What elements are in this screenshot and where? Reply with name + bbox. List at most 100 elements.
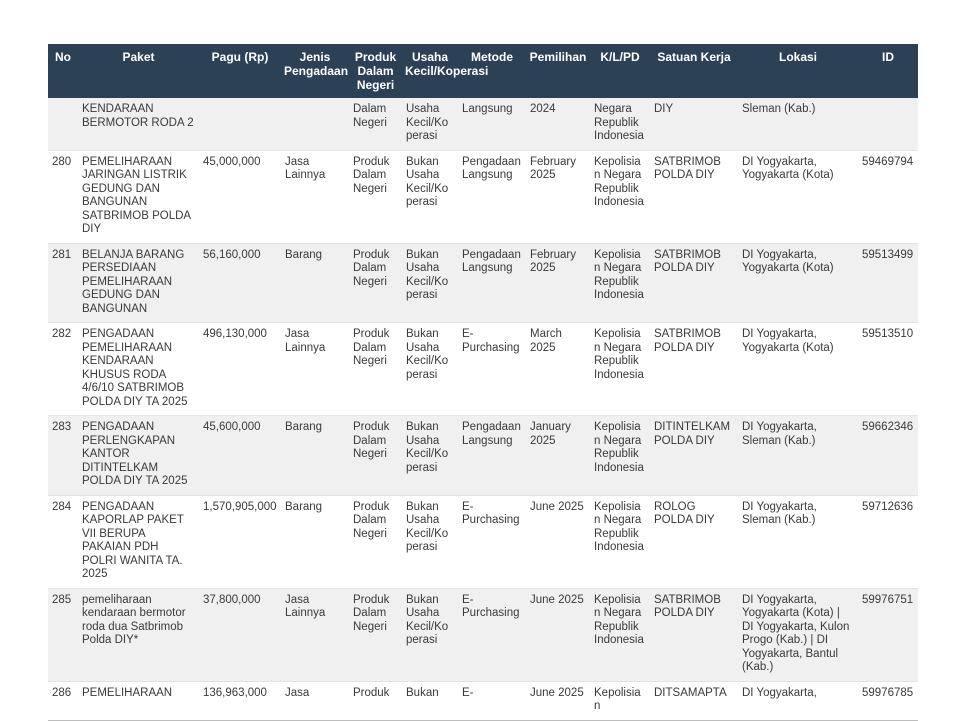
cell-pagu: 136,963,000 [199, 681, 281, 721]
cell-jenis: Jasa [281, 681, 349, 721]
cell-klpd: Kepolisian Negara Republik Indonesia [590, 415, 650, 496]
column-header-lokasi: Lokasi [738, 44, 858, 98]
report-page: No Paket Pagu (Rp) Jenis Pengadaan Produk Da… [48, 44, 918, 721]
cell-satuan: ROLOG POLDA DIY [650, 495, 738, 589]
cell-klpd: Negara Republik Indonesia [590, 98, 650, 151]
cell-produk: Produk Dalam Negeri [349, 588, 402, 682]
cell-jenis: Jasa Lainnya [281, 322, 349, 416]
cell-usaha: Bukan Usaha Kecil/Koperasi [402, 322, 458, 416]
cell-pagu [199, 98, 281, 151]
cell-satuan: DIY [650, 98, 738, 151]
cell-metode: E-Purchasing [458, 588, 526, 682]
cell-pemilihan: January 2025 [526, 415, 590, 496]
table-row: 285 pemeliharaan kendaraan bermotor roda … [48, 588, 918, 682]
table-header-row: No Paket Pagu (Rp) Jenis Pengadaan Produk Da… [48, 44, 918, 98]
cell-produk: Produk Dalam Negeri [349, 243, 402, 323]
cell-pemilihan: February 2025 [526, 243, 590, 323]
cell-no: 285 [48, 588, 78, 682]
cell-id: 59662346 [858, 415, 918, 496]
cell-usaha: Usaha Kecil/Koperasi [402, 98, 458, 151]
cell-lokasi: DI Yogyakarta, Yogyakarta (Kota) [738, 322, 858, 416]
cell-metode: E-Purchasing [458, 495, 526, 589]
cell-metode: Pengadaan Langsung [458, 415, 526, 496]
cell-usaha: Bukan Usaha Kecil/Koperasi [402, 588, 458, 682]
cell-satuan: DITINTELKAM POLDA DIY [650, 415, 738, 496]
cell-jenis: Barang [281, 495, 349, 589]
column-header-paket: Paket [78, 44, 199, 98]
table-row: 280 PEMELIHARAAN JARINGAN LISTRIK GEDUNG … [48, 150, 918, 244]
column-header-pagu: Pagu (Rp) [199, 44, 281, 98]
cell-no: 283 [48, 415, 78, 496]
cell-no: 281 [48, 243, 78, 323]
cell-produk: Produk Dalam Negeri [349, 495, 402, 589]
cell-paket: PENGADAAN PERLENGKAPAN KANTOR DITINTELKA… [78, 415, 199, 496]
cell-pagu: 496,130,000 [199, 322, 281, 416]
cell-lokasi: DI Yogyakarta, Sleman (Kab.) [738, 415, 858, 496]
column-header-jenis: Jenis Pengadaan [281, 44, 349, 98]
cell-paket: PENGADAAN KAPORLAP PAKET VII BERUPA PAKA… [78, 495, 199, 589]
cell-pagu: 45,600,000 [199, 415, 281, 496]
column-header-no: No [48, 44, 78, 98]
cell-usaha: Bukan Usaha Kecil/Koperasi [402, 495, 458, 589]
cell-id: 59712636 [858, 495, 918, 589]
table-row: 286 PEMELIHARAAN 136,963,000 Jasa Produk Buka… [48, 681, 918, 721]
cell-usaha: Bukan Usaha Kecil/Koperasi [402, 243, 458, 323]
cell-lokasi: DI Yogyakarta, Yogyakarta (Kota) [738, 243, 858, 323]
cell-klpd: Kepolisian Negara Republik Indonesia [590, 243, 650, 323]
table-row: 281 BELANJA BARANG PERSEDIAAN PEMELIHARAA… [48, 243, 918, 323]
cell-jenis: Jasa Lainnya [281, 588, 349, 682]
cell-id [858, 98, 918, 151]
cell-jenis: Barang [281, 415, 349, 496]
column-header-id: ID [858, 44, 918, 98]
cell-satuan: SATBRIMOB POLDA DIY [650, 150, 738, 244]
cell-usaha: Bukan [402, 681, 458, 721]
cell-produk: Produk Dalam Negeri [349, 322, 402, 416]
cell-pemilihan: 2024 [526, 98, 590, 151]
cell-produk: Produk [349, 681, 402, 721]
table-row: 283 PENGADAAN PERLENGKAPAN KANTOR DITINTE… [48, 415, 918, 496]
cell-jenis: Jasa Lainnya [281, 150, 349, 244]
cell-paket: pemeliharaan kendaraan bermotor roda dua… [78, 588, 199, 682]
cell-klpd: Kepolisian Negara Republik Indonesia [590, 495, 650, 589]
column-header-produk: Produk Dalam Negeri [349, 44, 402, 98]
cell-id: 59469794 [858, 150, 918, 244]
cell-lokasi: DI Yogyakarta, Yogyakarta (Kota) [738, 150, 858, 244]
cell-pemilihan: June 2025 [526, 588, 590, 682]
cell-satuan: SATBRIMOB POLDA DIY [650, 322, 738, 416]
cell-lokasi: DI Yogyakarta, Yogyakarta (Kota) | DI Yo… [738, 588, 858, 682]
cell-id: 59976785 [858, 681, 918, 721]
cell-produk: Dalam Negeri [349, 98, 402, 151]
cell-pemilihan: June 2025 [526, 681, 590, 721]
column-header-metode: Metode [458, 44, 526, 98]
cell-paket: PEMELIHARAAN [78, 681, 199, 721]
cell-lokasi: DI Yogyakarta, [738, 681, 858, 721]
cell-pagu: 45,000,000 [199, 150, 281, 244]
cell-produk: Produk Dalam Negeri [349, 150, 402, 244]
cell-satuan: DITSAMAPTA [650, 681, 738, 721]
cell-klpd: Kepolisian Negara Republik Indonesia [590, 588, 650, 682]
cell-klpd: Kepolisian Negara Republik Indonesia [590, 322, 650, 416]
cell-pemilihan: February 2025 [526, 150, 590, 244]
cell-produk: Produk Dalam Negeri [349, 415, 402, 496]
cell-no: 286 [48, 681, 78, 721]
cell-pemilihan: March 2025 [526, 322, 590, 416]
cell-jenis: Barang [281, 243, 349, 323]
cell-paket: KENDARAAN BERMOTOR RODA 2 [78, 98, 199, 151]
table-row: 282 PENGADAAN PEMELIHARAAN KENDARAAN KHUS… [48, 322, 918, 416]
cell-klpd: Kepolisian Negara Republik Indonesia [590, 150, 650, 244]
cell-id: 59513510 [858, 322, 918, 416]
cell-metode: Langsung [458, 98, 526, 151]
cell-satuan: SATBRIMOB POLDA DIY [650, 588, 738, 682]
table-row: KENDARAAN BERMOTOR RODA 2 Dalam Negeri Usa… [48, 98, 918, 151]
table-header: No Paket Pagu (Rp) Jenis Pengadaan Produk Da… [48, 44, 918, 98]
cell-no: 280 [48, 150, 78, 244]
column-header-klpd: K/L/PD [590, 44, 650, 98]
cell-pagu: 56,160,000 [199, 243, 281, 323]
cell-jenis [281, 98, 349, 151]
column-header-usaha: Usaha Kecil/Koperasi [402, 44, 488, 98]
table-body: KENDARAAN BERMOTOR RODA 2 Dalam Negeri Usa… [48, 98, 918, 721]
cell-no [48, 98, 78, 151]
cell-pagu: 1,570,905,000 [199, 495, 281, 589]
cell-no: 282 [48, 322, 78, 416]
cell-metode: Pengadaan Langsung [458, 243, 526, 323]
